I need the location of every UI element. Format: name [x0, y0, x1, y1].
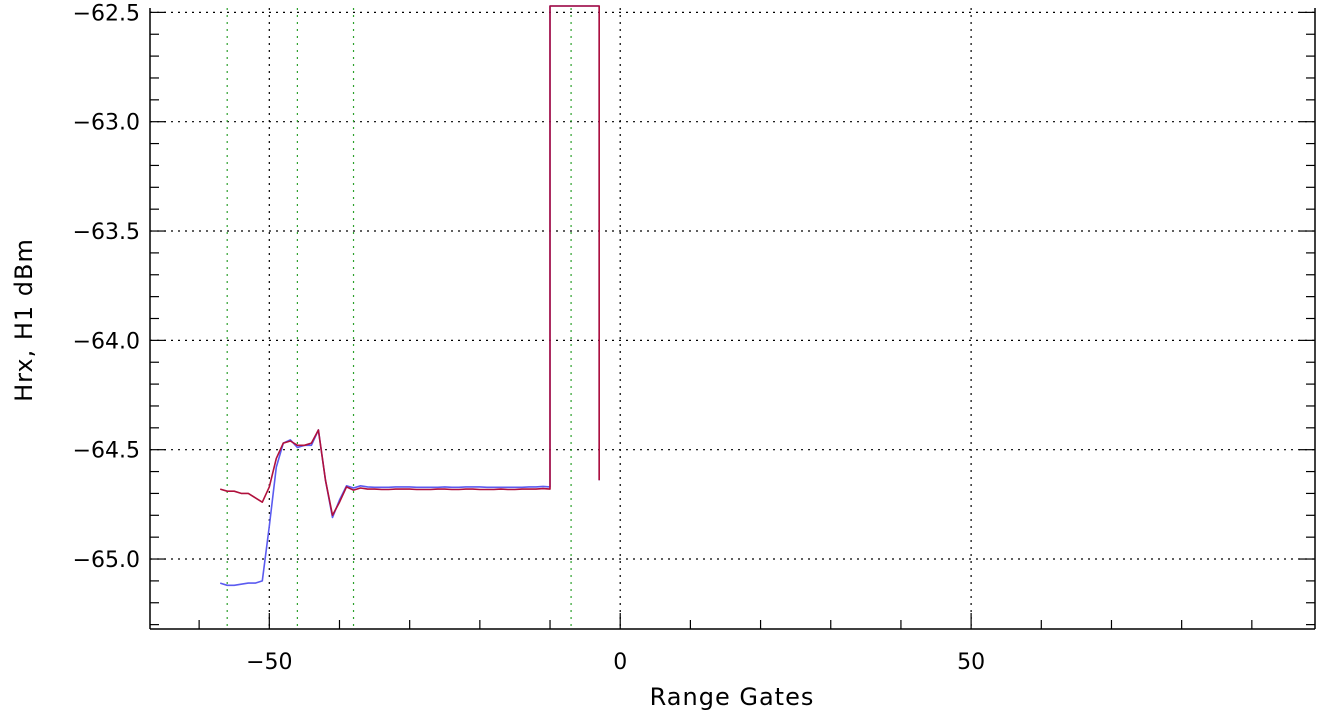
- axes: [149, 8, 1316, 630]
- series-lines: [219, 5, 601, 587]
- x-axis-label: Range Gates: [650, 683, 815, 711]
- y-tick-label: −65.0: [73, 548, 140, 573]
- x-tick-label: 0: [613, 650, 627, 675]
- x-tick-label: 50: [957, 650, 985, 675]
- tick-marks: [150, 11, 1315, 629]
- grid-lines: [150, 8, 1315, 629]
- y-tick-label: −63.5: [73, 220, 140, 245]
- series-line-1: [219, 5, 601, 587]
- y-tick-label: −63.0: [73, 111, 140, 136]
- y-tick-label: −62.5: [73, 1, 140, 26]
- series-line-2: [219, 5, 601, 517]
- vertical-markers: [226, 8, 572, 629]
- y-tick-label: −64.0: [73, 329, 140, 354]
- tick-labels: −50 0 50 −62.5 −63.0 −63.5 −64.0 −64.5 −65.0: [73, 1, 986, 675]
- x-tick-label: −50: [246, 650, 292, 675]
- y-tick-label: −64.5: [73, 439, 140, 464]
- y-axis-label: Hrx, H1 dBm: [10, 238, 38, 402]
